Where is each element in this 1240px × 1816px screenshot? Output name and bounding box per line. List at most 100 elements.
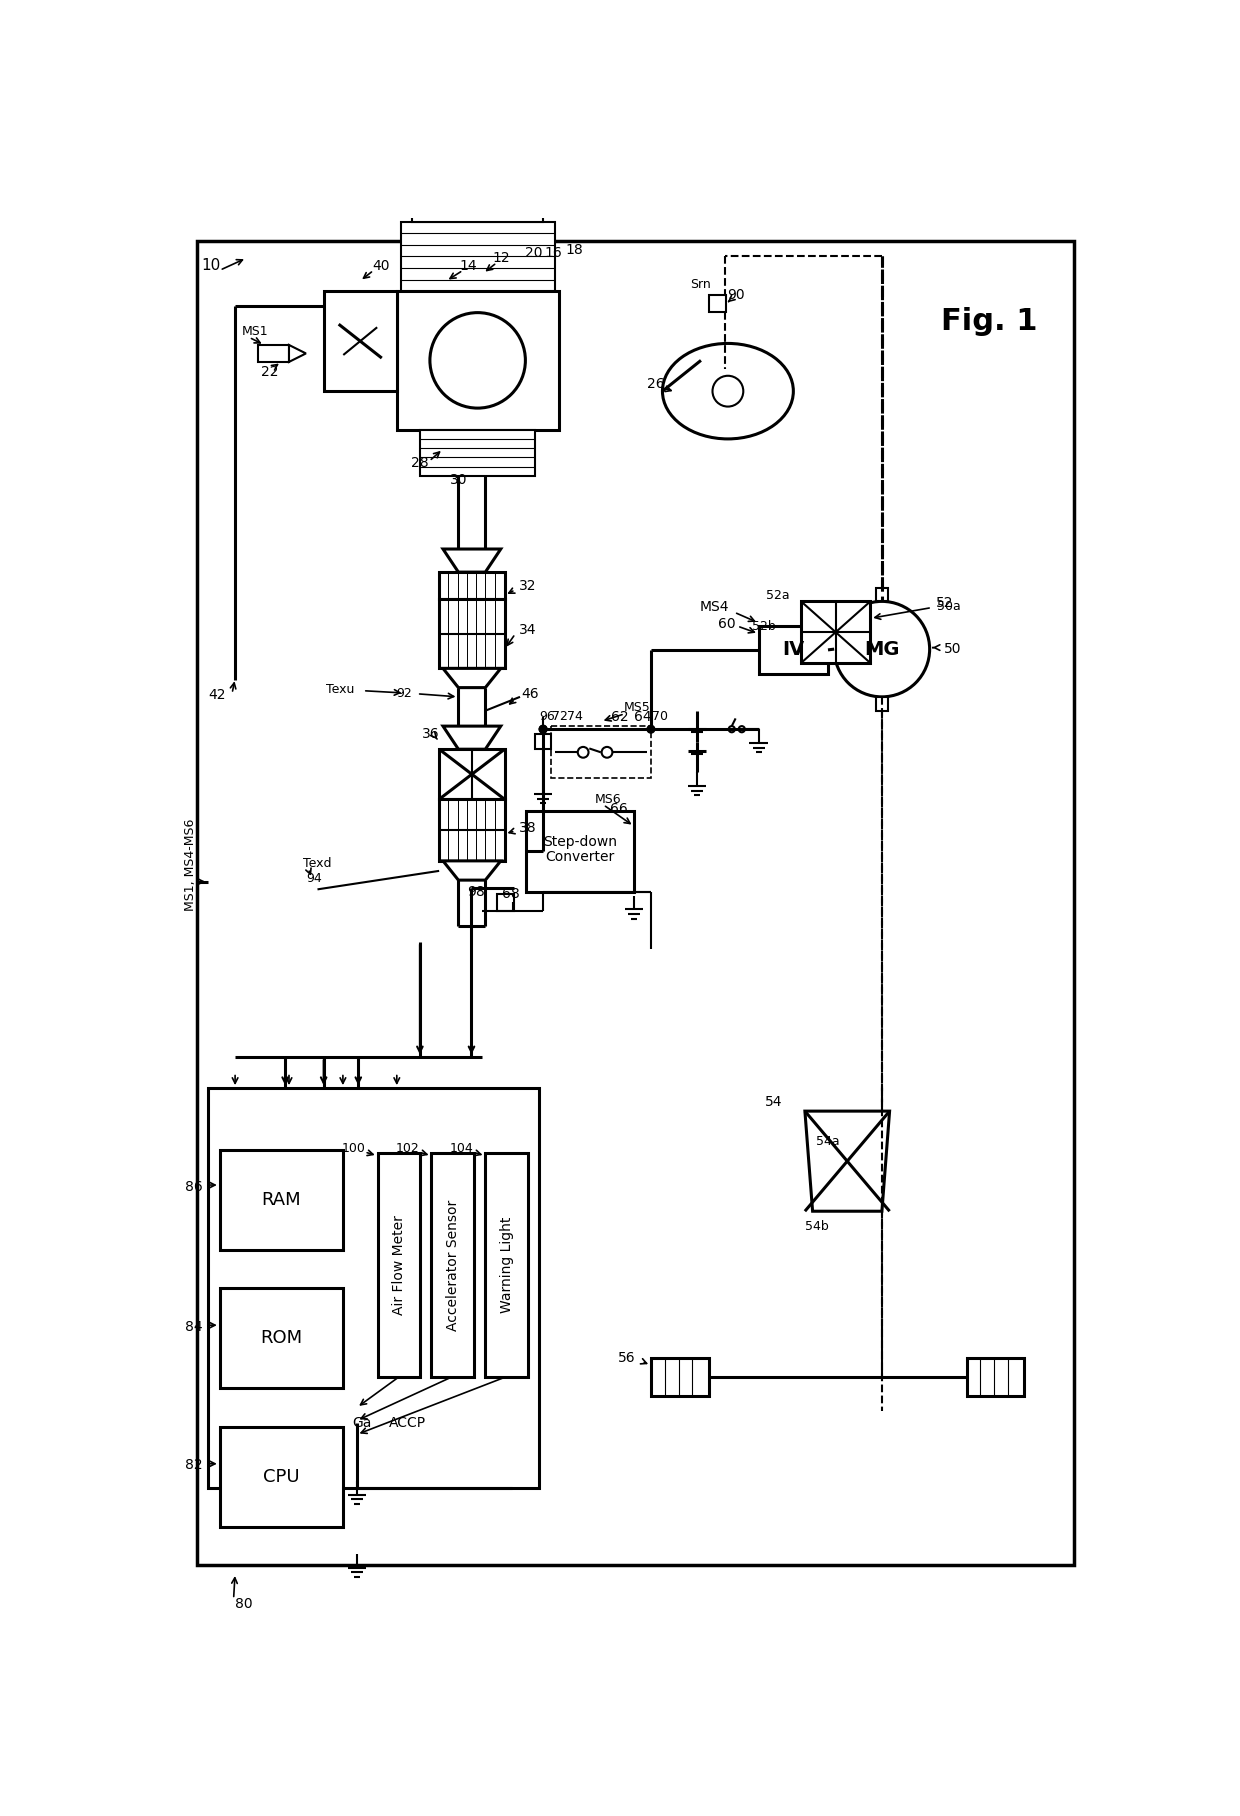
Bar (439, 750, 505, 799)
Text: RAM: RAM (262, 1191, 301, 1209)
Text: ACCP: ACCP (389, 1416, 427, 1429)
Polygon shape (805, 1111, 889, 1211)
Text: 90: 90 (727, 289, 744, 301)
Text: 54b: 54b (805, 1220, 828, 1233)
Text: 98: 98 (467, 884, 485, 899)
Text: 94: 94 (306, 872, 322, 884)
Text: 26: 26 (647, 378, 665, 390)
Text: 66: 66 (610, 803, 627, 815)
Text: IV: IV (782, 641, 805, 659)
Text: CPU: CPU (263, 1467, 300, 1485)
Bar (439, 599, 505, 668)
Text: 68: 68 (502, 886, 520, 901)
Text: 32: 32 (518, 579, 536, 594)
Text: 36: 36 (422, 726, 439, 741)
Circle shape (647, 725, 655, 734)
Text: 102: 102 (396, 1142, 420, 1155)
Text: 54: 54 (765, 1095, 782, 1110)
Text: 52a: 52a (766, 588, 790, 601)
Text: 86: 86 (185, 1180, 203, 1193)
Bar (967, 1358, 1024, 1397)
Bar (439, 799, 505, 861)
Text: 42: 42 (208, 688, 226, 703)
Text: 18: 18 (565, 243, 583, 258)
Circle shape (835, 601, 930, 697)
Bar (219, 1427, 343, 1527)
Polygon shape (443, 726, 501, 750)
Text: Srn: Srn (691, 278, 712, 291)
Text: Warning Light: Warning Light (500, 1217, 513, 1313)
Text: 84: 84 (185, 1320, 203, 1333)
Bar (420, 129, 536, 173)
Bar (397, 291, 558, 430)
Text: 50a: 50a (937, 601, 961, 614)
Bar (536, 734, 551, 750)
Bar (432, 1153, 474, 1377)
Polygon shape (443, 548, 501, 572)
Text: 52: 52 (936, 596, 954, 610)
Bar (708, 294, 725, 312)
Bar (208, 1088, 539, 1489)
Bar (420, 430, 536, 476)
Circle shape (578, 746, 589, 757)
Ellipse shape (662, 343, 794, 439)
Text: MS6: MS6 (595, 794, 622, 806)
Circle shape (739, 726, 745, 732)
Text: Accelerator Sensor: Accelerator Sensor (445, 1200, 460, 1331)
Bar (258, 345, 289, 361)
Bar (412, 173, 543, 222)
Bar (485, 1153, 528, 1377)
Text: 10: 10 (201, 258, 219, 272)
Polygon shape (443, 668, 501, 688)
Bar (875, 588, 888, 601)
Text: 100: 100 (342, 1142, 366, 1155)
Text: 56: 56 (618, 1351, 635, 1364)
Bar (377, 1153, 420, 1377)
Bar (439, 572, 505, 599)
Text: 30: 30 (450, 472, 467, 487)
Text: 82: 82 (185, 1458, 203, 1473)
Text: Ga: Ga (352, 1416, 372, 1429)
Text: Fig. 1: Fig. 1 (941, 307, 1038, 336)
Circle shape (430, 312, 526, 409)
Text: Converter: Converter (546, 850, 615, 864)
Text: Texd: Texd (303, 857, 331, 870)
Text: 40: 40 (372, 258, 389, 272)
Polygon shape (289, 345, 306, 361)
Text: 60: 60 (718, 617, 735, 632)
Text: MG: MG (864, 639, 900, 659)
Text: 16: 16 (544, 245, 562, 260)
Text: 92: 92 (397, 686, 413, 701)
Text: MS4: MS4 (699, 599, 729, 614)
Text: 96: 96 (539, 710, 554, 723)
Bar (497, 893, 513, 912)
Text: 74: 74 (567, 710, 583, 723)
Text: 12: 12 (492, 251, 511, 265)
Bar (219, 1150, 343, 1249)
Bar (875, 697, 888, 710)
Text: 52b: 52b (751, 619, 776, 632)
Text: 54a: 54a (816, 1135, 839, 1148)
Text: 34: 34 (518, 623, 536, 637)
Bar (526, 810, 634, 892)
Text: 22: 22 (260, 365, 279, 380)
Text: 50: 50 (944, 643, 961, 656)
Text: 70: 70 (652, 710, 668, 723)
Text: Air Flow Meter: Air Flow Meter (392, 1215, 405, 1315)
Text: Step-down: Step-down (543, 835, 618, 850)
Text: MS1: MS1 (242, 325, 268, 338)
Text: 46: 46 (522, 686, 539, 701)
Bar (324, 291, 397, 390)
Circle shape (729, 726, 735, 732)
Text: 20: 20 (525, 245, 543, 260)
Polygon shape (443, 861, 501, 881)
Circle shape (713, 376, 743, 407)
Text: 104: 104 (450, 1142, 474, 1155)
Text: 80: 80 (236, 1596, 253, 1611)
Text: 38: 38 (518, 821, 536, 835)
Text: 14: 14 (460, 258, 477, 272)
Bar (759, 627, 828, 674)
Bar (219, 1288, 343, 1387)
Text: 62: 62 (611, 710, 629, 725)
Text: MS5: MS5 (624, 701, 651, 714)
